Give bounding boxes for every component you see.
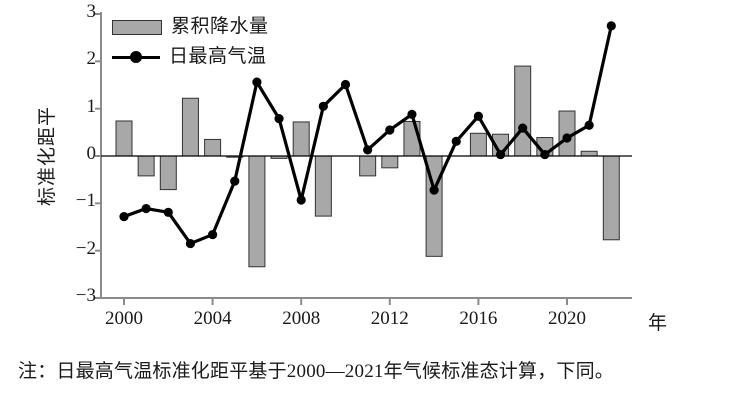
y-tick-label-text: 0 [86, 143, 97, 164]
legend-item-max-temperature: 日最高气温 [112, 42, 269, 72]
x-tick-label: 2020 [548, 308, 586, 329]
figure-note: 注：日最高气温标准化距平基于2000—2021年气候标准态计算，下同。 [18, 361, 615, 382]
y-tick-label-text: 2 [86, 48, 97, 70]
x-tick-label: 2000 [105, 308, 143, 329]
x-axis-unit-label: 年 [648, 313, 668, 334]
y-tick-label-text: −3 [75, 285, 96, 306]
chart-canvas [95, 12, 632, 305]
legend-item-precipitation: 累积降水量 [112, 12, 269, 42]
x-tick-label: 2012 [370, 308, 409, 329]
legend-label-precipitation: 累积降水量 [171, 16, 269, 37]
chart-legend: 累积降水量 日最高气温 [112, 12, 269, 72]
y-tick-label-text: 1 [86, 95, 97, 117]
y-tick-label-text: −1 [75, 190, 96, 212]
legend-line-swatch-icon [112, 51, 160, 64]
x-tick-label: 2016 [459, 308, 498, 329]
x-tick-label: 2004 [193, 308, 232, 329]
y-axis-title-text: 标准化距平 [37, 106, 58, 207]
legend-label-max-temperature: 日最高气温 [169, 46, 267, 67]
y-tick-label-text: −2 [75, 237, 96, 259]
y-axis-title: 标准化距平 [6, 0, 58, 206]
legend-bar-swatch-icon [112, 19, 162, 35]
plot-area [95, 12, 632, 305]
y-tick-label-text: 3 [86, 1, 97, 22]
x-tick-label: 2008 [282, 308, 321, 329]
